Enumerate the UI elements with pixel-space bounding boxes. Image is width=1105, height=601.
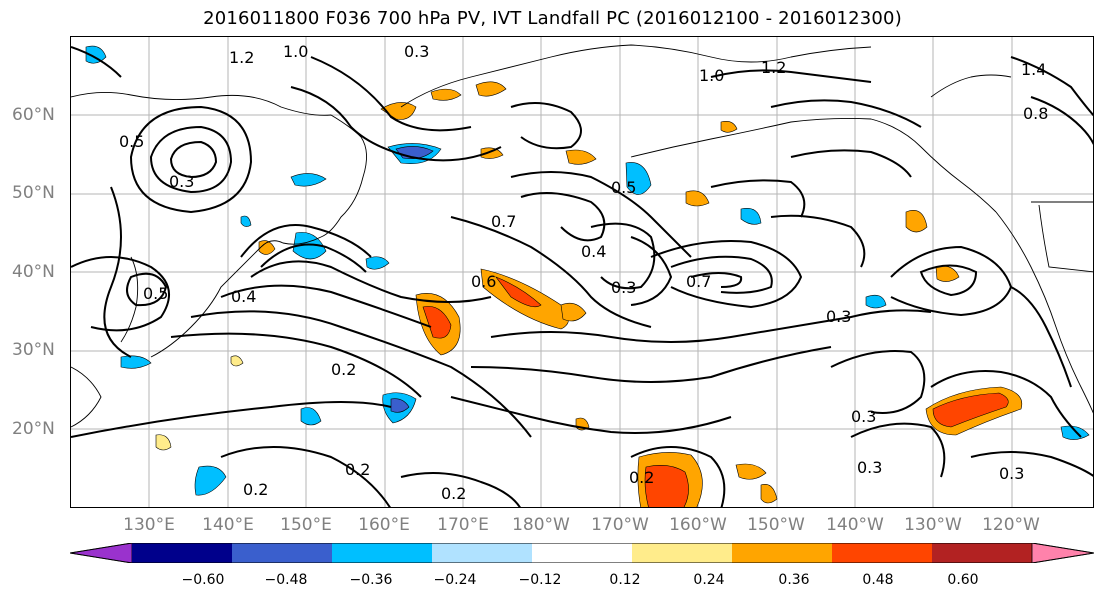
lon-label: 120°W xyxy=(982,515,1040,535)
lat-label: 20°N xyxy=(12,419,55,439)
colorbar-extend-min xyxy=(69,542,133,564)
contour-label: 0.3 xyxy=(826,307,851,326)
contour-label: 0.5 xyxy=(611,178,636,197)
contour-label: 0.2 xyxy=(243,480,268,499)
colorbar-swatch xyxy=(732,543,833,563)
colorbar-tick-label: 0.60 xyxy=(947,572,979,588)
colorbar-swatch xyxy=(332,543,433,563)
colorbar-swatch xyxy=(932,543,1033,563)
lon-label: 160°W xyxy=(669,515,727,535)
colorbar-tick-label: −0.12 xyxy=(518,572,562,588)
colorbar-swatch xyxy=(232,543,333,563)
lon-label: 130°W xyxy=(904,515,962,535)
lon-label: 180°W xyxy=(512,515,570,535)
lon-label: 150°E xyxy=(280,515,332,535)
contour-label: 0.8 xyxy=(1023,104,1048,123)
colorbar-tick-label: 0.36 xyxy=(778,572,810,588)
contour-label: 0.3 xyxy=(611,278,636,297)
contour-label: 1.0 xyxy=(699,66,724,85)
colorbar-tick-label: −0.60 xyxy=(181,572,225,588)
lat-label: 50°N xyxy=(12,183,55,203)
colorbar-swatch xyxy=(432,543,533,563)
colorbar-tick-label: 0.24 xyxy=(693,572,725,588)
colorbar-extend-max xyxy=(1031,542,1095,564)
contour-label: 0.4 xyxy=(581,242,606,261)
contour-label: 1.4 xyxy=(1021,60,1046,79)
contour-label: 1.2 xyxy=(229,48,254,67)
lon-label: 170°E xyxy=(437,515,489,535)
lat-label: 40°N xyxy=(12,262,55,282)
lat-label: 60°N xyxy=(12,105,55,125)
contour-label: 0.7 xyxy=(491,212,516,231)
map-canvas: 0.5 1.2 1.0 0.3 1.0 1.2 1.4 0.8 0.5 0.3 … xyxy=(71,37,1093,507)
colorbar-tick-label: −0.24 xyxy=(433,572,477,588)
contour-label: 0.3 xyxy=(404,42,429,61)
contour-label: 0.2 xyxy=(345,460,370,479)
contour-label: 0.2 xyxy=(441,484,466,503)
contour-label: 1.0 xyxy=(283,42,308,61)
map-panel: 0.5 1.2 1.0 0.3 1.0 1.2 1.4 0.8 0.5 0.3 … xyxy=(70,36,1094,508)
contour-label: 0.3 xyxy=(851,407,876,426)
figure-title: 2016011800 F036 700 hPa PV, IVT Landfall… xyxy=(203,8,902,29)
contour-label: 0.7 xyxy=(686,272,711,291)
colorbar-swatch xyxy=(132,543,233,563)
lon-label: 140°W xyxy=(826,515,884,535)
coastlines xyxy=(71,44,1093,428)
colorbar-swatch xyxy=(532,543,633,563)
lat-label: 30°N xyxy=(12,340,55,360)
contour-label: 0.4 xyxy=(231,287,256,306)
colorbar-tick-label: 0.12 xyxy=(609,572,641,588)
contour-label: 0.3 xyxy=(169,172,194,191)
colorbar-tick-label: −0.36 xyxy=(349,572,393,588)
lon-label: 130°E xyxy=(123,515,175,535)
shaded-patches xyxy=(85,45,1090,507)
contour-label: 0.5 xyxy=(143,284,168,303)
colorbar-swatch xyxy=(632,543,733,563)
contour-label: 0.2 xyxy=(629,468,654,487)
contour-labels: 0.5 1.2 1.0 0.3 1.0 1.2 1.4 0.8 0.5 0.3 … xyxy=(119,42,1048,503)
colorbar-swatches xyxy=(69,542,1095,564)
contour-label: 0.5 xyxy=(119,132,144,151)
contour-label: 1.2 xyxy=(761,58,786,77)
lon-label: 170°W xyxy=(591,515,649,535)
colorbar-tick-label: −0.48 xyxy=(264,572,308,588)
pv-contours xyxy=(71,46,1093,507)
contour-label: 0.2 xyxy=(331,360,356,379)
colorbar-swatch xyxy=(832,543,933,563)
contour-label: 0.3 xyxy=(857,458,882,477)
colorbar-tick-label: 0.48 xyxy=(862,572,894,588)
lon-label: 150°W xyxy=(747,515,805,535)
colorbar xyxy=(69,542,1095,564)
contour-label: 0.3 xyxy=(999,464,1024,483)
contour-label: 0.6 xyxy=(471,272,496,291)
lon-label: 140°E xyxy=(202,515,254,535)
lon-label: 160°E xyxy=(358,515,410,535)
